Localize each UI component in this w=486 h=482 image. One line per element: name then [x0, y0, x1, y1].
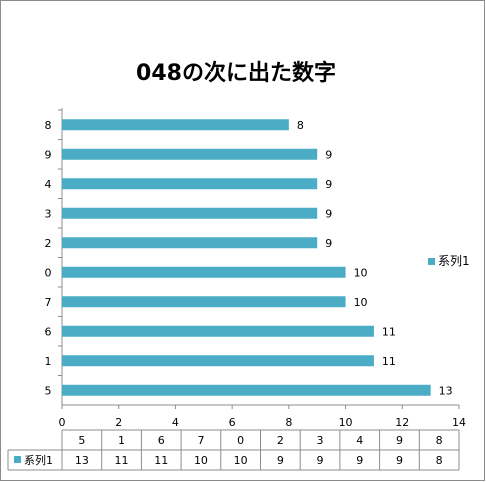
y-category-label: 2	[45, 237, 52, 250]
x-tick-label: 14	[452, 416, 466, 429]
bar-value-label: 9	[325, 178, 332, 191]
table-value-cell: 9	[356, 454, 363, 467]
table-value-cell: 9	[396, 454, 403, 467]
bar-value-label: 11	[382, 325, 396, 338]
x-tick-label: 4	[172, 416, 179, 429]
y-category-label: 7	[45, 296, 52, 309]
bar	[62, 178, 318, 190]
table-value-cell: 11	[115, 454, 129, 467]
bar	[62, 384, 431, 396]
bar-value-label: 9	[325, 237, 332, 250]
y-category-label: 9	[45, 148, 52, 161]
table-header-cell: 4	[356, 434, 363, 447]
bar-value-label: 13	[439, 384, 453, 397]
table-value-cell: 10	[194, 454, 208, 467]
bar-value-label: 8	[297, 119, 304, 132]
bar-value-label: 11	[382, 355, 396, 368]
table-value-cell: 9	[317, 454, 324, 467]
bar-value-label: 10	[354, 296, 368, 309]
bar	[62, 119, 289, 131]
table-header-cell: 9	[396, 434, 403, 447]
x-tick-label: 10	[339, 416, 353, 429]
table-header-cell: 6	[158, 434, 165, 447]
bar-value-label: 10	[354, 266, 368, 279]
y-category-label: 1	[45, 355, 52, 368]
table-header-cell: 1	[118, 434, 125, 447]
table-header-cell: 3	[317, 434, 324, 447]
legend: 系列1	[428, 254, 470, 268]
bar	[62, 325, 374, 337]
table-series-label: 系列1	[24, 453, 53, 467]
bar	[62, 266, 346, 278]
x-tick-label: 0	[59, 416, 66, 429]
bar	[62, 355, 374, 367]
x-tick-label: 2	[115, 416, 122, 429]
bar-value-label: 9	[325, 148, 332, 161]
table-value-cell: 13	[75, 454, 89, 467]
table-header-cell: 7	[197, 434, 204, 447]
table-header-cell: 5	[78, 434, 85, 447]
table-header-cell: 2	[277, 434, 284, 447]
y-category-label: 3	[45, 207, 52, 220]
table-legend-swatch	[14, 456, 21, 463]
x-tick-label: 12	[395, 416, 409, 429]
bar	[62, 237, 318, 249]
x-tick-label: 8	[285, 416, 292, 429]
y-category-label: 4	[45, 178, 52, 191]
y-category-label: 0	[45, 266, 52, 279]
chart-title: 048の次に出た数字	[136, 60, 336, 86]
table-header-cell: 0	[237, 434, 244, 447]
y-category-label: 8	[45, 119, 52, 132]
bar-value-label: 9	[325, 207, 332, 220]
table-value-cell: 9	[277, 454, 284, 467]
table-value-cell: 8	[436, 454, 443, 467]
table-value-cell: 11	[154, 454, 168, 467]
bar	[62, 207, 318, 219]
table-value-cell: 10	[234, 454, 248, 467]
plot-area: 0 2 4 6 8 10 12 145 131 116 117 100 102 93 94 99 98 8	[45, 108, 466, 429]
bar	[62, 148, 318, 160]
legend-swatch	[428, 258, 435, 265]
x-tick-label: 6	[229, 416, 236, 429]
y-category-label: 5	[45, 384, 52, 397]
bar	[62, 296, 346, 308]
legend-label: 系列1	[438, 254, 470, 268]
table-header-cell: 8	[436, 434, 443, 447]
y-category-label: 6	[45, 325, 52, 338]
